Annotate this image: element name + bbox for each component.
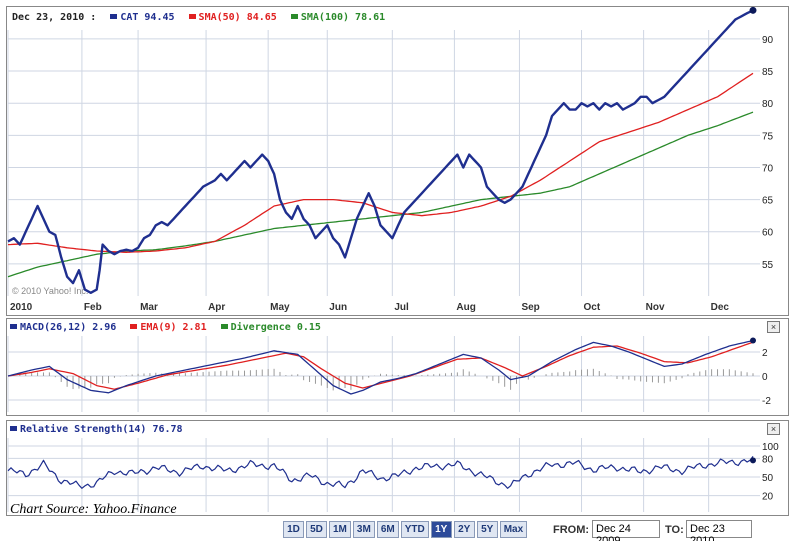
legend-swatch-ema [130, 324, 138, 329]
legend-ema: EMA(9) 2.81 [140, 322, 207, 333]
legend-swatch-sma50 [188, 14, 196, 19]
from-label: FROM: [553, 524, 590, 536]
to-label: TO: [665, 524, 684, 536]
to-date-field[interactable]: Dec 23 2010 [686, 520, 752, 541]
range-button-1d[interactable]: 1D [283, 521, 304, 538]
range-button-bar: 1D 5D 1M 3M 6M YTD 1Y 2Y 5Y Max [283, 521, 528, 538]
range-button-5y[interactable]: 5Y [476, 521, 498, 538]
legend-swatch-divergence [220, 324, 228, 329]
range-button-ytd[interactable]: YTD [400, 521, 429, 538]
macd-close-button[interactable]: × [767, 321, 780, 333]
legend-cat: CAT 94.45 [120, 12, 175, 23]
legend-sma50: SMA(50) 84.65 [198, 12, 277, 23]
range-button-3m[interactable]: 3M [352, 521, 375, 538]
legend-date: Dec 23, 2010 : [12, 12, 97, 23]
rsi-legend: Relative Strength(14) 76.78 [6, 424, 183, 435]
range-button-6m[interactable]: 6M [376, 521, 399, 538]
legend-sma100: SMA(100) 78.61 [300, 12, 386, 23]
legend-swatch-cat [110, 14, 118, 19]
chart-source-note: Chart Source: Yahoo.Finance [10, 502, 177, 517]
from-date-field[interactable]: Dec 24 2009 [592, 520, 660, 541]
legend-swatch-sma100 [290, 14, 298, 19]
range-button-1y[interactable]: 1Y [430, 521, 452, 538]
range-button-max[interactable]: Max [499, 521, 528, 538]
range-button-2y[interactable]: 2Y [453, 521, 475, 538]
macd-legend: MACD(26,12) 2.96 EMA(9) 2.81 Divergence … [6, 322, 321, 333]
price-legend: Dec 23, 2010 : CAT 94.45 SMA(50) 84.65 S… [12, 12, 385, 23]
legend-rsi: Relative Strength(14) 76.78 [20, 424, 183, 435]
legend-swatch-macd [10, 324, 17, 329]
range-button-1m[interactable]: 1M [329, 521, 351, 538]
range-button-5d[interactable]: 5D [306, 521, 327, 538]
rsi-close-button[interactable]: × [767, 423, 780, 435]
legend-swatch-rsi [10, 426, 17, 431]
legend-divergence: Divergence 0.15 [230, 322, 321, 333]
price-panel [6, 6, 789, 316]
legend-macd: MACD(26,12) 2.96 [20, 322, 117, 333]
